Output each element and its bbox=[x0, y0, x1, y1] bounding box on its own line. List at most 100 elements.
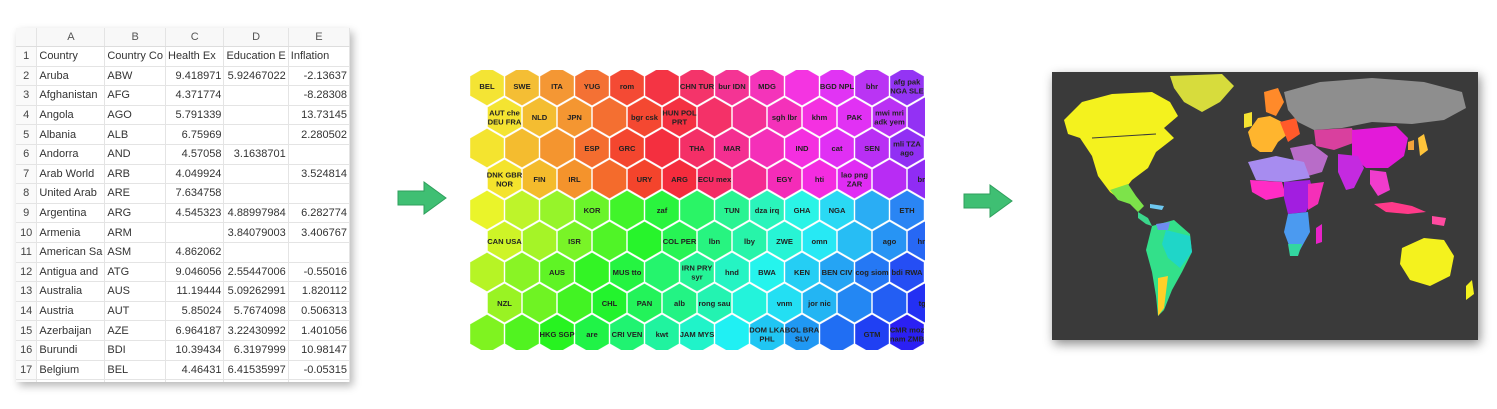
country-cell[interactable]: Austria bbox=[36, 301, 106, 322]
row-number[interactable]: 9 bbox=[16, 203, 38, 224]
country-cell[interactable]: Armenia bbox=[36, 222, 106, 243]
row-number[interactable]: 7 bbox=[16, 164, 38, 185]
education-cell[interactable]: 6.41535997 bbox=[223, 360, 289, 381]
row-number[interactable]: 4 bbox=[16, 105, 38, 126]
education-cell[interactable]: 4.88997984 bbox=[223, 203, 289, 224]
code-cell[interactable]: ABW bbox=[104, 66, 166, 87]
code-cell[interactable]: BEL bbox=[104, 360, 166, 381]
inflation-cell[interactable]: -0.55016 bbox=[288, 262, 350, 283]
health-cell[interactable]: 4.862062 bbox=[165, 242, 225, 263]
code-cell[interactable]: ARB bbox=[104, 164, 166, 185]
health-cell[interactable]: Health Ex bbox=[165, 46, 225, 67]
inflation-cell[interactable]: -2.13637 bbox=[288, 66, 350, 87]
inflation-cell[interactable]: -0.05315 bbox=[288, 360, 350, 381]
country-cell[interactable]: Antigua and bbox=[36, 262, 106, 283]
code-cell[interactable]: AND bbox=[104, 144, 166, 165]
inflation-cell[interactable]: 2.15683 bbox=[288, 379, 350, 382]
inflation-cell[interactable]: 2.280502 bbox=[288, 124, 350, 145]
column-header[interactable]: B bbox=[104, 28, 166, 47]
health-cell[interactable]: 4.57058 bbox=[165, 144, 225, 165]
health-cell[interactable]: 4.049924 bbox=[165, 164, 225, 185]
column-header[interactable]: A bbox=[36, 28, 106, 47]
inflation-cell[interactable]: 13.73145 bbox=[288, 105, 350, 126]
code-cell[interactable]: AGO bbox=[104, 105, 166, 126]
inflation-cell[interactable]: 3.406767 bbox=[288, 222, 350, 243]
country-cell[interactable]: Belgium bbox=[36, 360, 106, 381]
country-cell[interactable]: Angola bbox=[36, 105, 106, 126]
education-cell[interactable]: 3.1638701 bbox=[223, 144, 289, 165]
inflation-cell[interactable]: 10.98147 bbox=[288, 340, 350, 361]
row-number[interactable]: 17 bbox=[16, 360, 38, 381]
health-cell[interactable]: 4.545323 bbox=[165, 203, 225, 224]
country-cell[interactable]: United Arab bbox=[36, 183, 106, 204]
country-cell[interactable]: Aruba bbox=[36, 66, 106, 87]
code-cell[interactable]: BDI bbox=[104, 340, 166, 361]
country-cell[interactable]: American Sa bbox=[36, 242, 106, 263]
row-number[interactable]: 6 bbox=[16, 144, 38, 165]
country-cell[interactable]: Andorra bbox=[36, 144, 106, 165]
inflation-cell[interactable]: Inflation bbox=[288, 46, 350, 67]
education-cell[interactable]: 3.84079003 bbox=[223, 222, 289, 243]
health-cell[interactable]: 7.405431 bbox=[165, 379, 225, 382]
country-cell[interactable]: Arab World bbox=[36, 164, 106, 185]
inflation-cell[interactable]: 6.282774 bbox=[288, 203, 350, 224]
education-cell[interactable]: 5.09262991 bbox=[223, 281, 289, 302]
country-cell[interactable]: Benin bbox=[36, 379, 106, 382]
code-cell[interactable]: BEN bbox=[104, 379, 166, 382]
health-cell[interactable]: 4.46431 bbox=[165, 360, 225, 381]
row-number[interactable]: 10 bbox=[16, 222, 38, 243]
country-cell[interactable]: Azerbaijan bbox=[36, 320, 106, 341]
education-cell[interactable] bbox=[223, 164, 289, 185]
row-number[interactable]: 12 bbox=[16, 262, 38, 283]
education-cell[interactable]: Education E bbox=[223, 46, 289, 67]
inflation-cell[interactable]: 1.401056 bbox=[288, 320, 350, 341]
code-cell[interactable]: ASM bbox=[104, 242, 166, 263]
health-cell[interactable]: 6.964187 bbox=[165, 320, 225, 341]
inflation-cell[interactable] bbox=[288, 144, 350, 165]
health-cell[interactable]: 10.39434 bbox=[165, 340, 225, 361]
inflation-cell[interactable]: 1.820112 bbox=[288, 281, 350, 302]
row-number[interactable]: 15 bbox=[16, 320, 38, 341]
code-cell[interactable]: ATG bbox=[104, 262, 166, 283]
health-cell[interactable]: 4.371774 bbox=[165, 85, 225, 106]
education-cell[interactable] bbox=[223, 105, 289, 126]
education-cell[interactable]: 5.92467022 bbox=[223, 66, 289, 87]
education-cell[interactable] bbox=[223, 242, 289, 263]
code-cell[interactable]: Country Co bbox=[104, 46, 166, 67]
code-cell[interactable]: AUT bbox=[104, 301, 166, 322]
education-cell[interactable]: 3.22430992 bbox=[223, 320, 289, 341]
health-cell[interactable]: 5.791339 bbox=[165, 105, 225, 126]
health-cell[interactable]: 11.19444 bbox=[165, 281, 225, 302]
education-cell[interactable]: 5.7674098 bbox=[223, 301, 289, 322]
column-header[interactable]: E bbox=[288, 28, 350, 47]
code-cell[interactable]: ARM bbox=[104, 222, 166, 243]
row-number[interactable]: 16 bbox=[16, 340, 38, 361]
row-number[interactable]: 5 bbox=[16, 124, 38, 145]
health-cell[interactable]: 6.75969 bbox=[165, 124, 225, 145]
code-cell[interactable]: AZE bbox=[104, 320, 166, 341]
row-number[interactable]: 13 bbox=[16, 281, 38, 302]
country-cell[interactable]: Afghanistan bbox=[36, 85, 106, 106]
country-cell[interactable]: Argentina bbox=[36, 203, 106, 224]
education-cell[interactable] bbox=[223, 85, 289, 106]
inflation-cell[interactable] bbox=[288, 183, 350, 204]
code-cell[interactable]: ALB bbox=[104, 124, 166, 145]
row-number[interactable]: 11 bbox=[16, 242, 38, 263]
code-cell[interactable]: ARE bbox=[104, 183, 166, 204]
country-cell[interactable]: Australia bbox=[36, 281, 106, 302]
inflation-cell[interactable]: 0.506313 bbox=[288, 301, 350, 322]
health-cell[interactable]: 9.418971 bbox=[165, 66, 225, 87]
code-cell[interactable]: AFG bbox=[104, 85, 166, 106]
health-cell[interactable] bbox=[165, 222, 225, 243]
row-number[interactable]: 18 bbox=[16, 379, 38, 382]
country-cell[interactable]: Country bbox=[36, 46, 106, 67]
code-cell[interactable]: AUS bbox=[104, 281, 166, 302]
country-cell[interactable]: Albania bbox=[36, 124, 106, 145]
row-number[interactable]: 1 bbox=[16, 46, 38, 67]
row-number[interactable]: 8 bbox=[16, 183, 38, 204]
education-cell[interactable] bbox=[223, 124, 289, 145]
column-header[interactable]: C bbox=[165, 28, 225, 47]
health-cell[interactable]: 9.046056 bbox=[165, 262, 225, 283]
inflation-cell[interactable]: 3.524814 bbox=[288, 164, 350, 185]
row-number[interactable]: 14 bbox=[16, 301, 38, 322]
